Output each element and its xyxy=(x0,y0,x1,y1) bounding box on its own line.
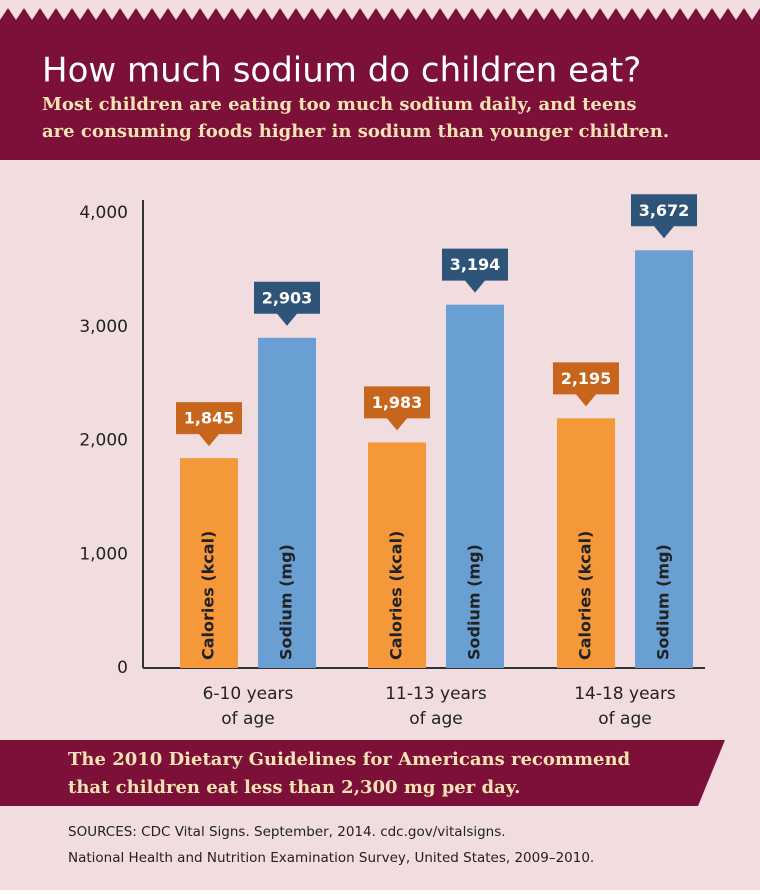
bar xyxy=(557,418,615,668)
note-band xyxy=(0,740,725,806)
y-tick-label: 3,000 xyxy=(79,317,128,337)
series-label: Calories (kcal) xyxy=(387,531,406,660)
bar xyxy=(635,250,693,668)
value-callout xyxy=(442,248,508,293)
value-callout xyxy=(176,402,242,447)
value-label: 3,672 xyxy=(639,201,690,220)
value-callout xyxy=(631,194,697,239)
value-callout xyxy=(553,362,619,407)
source: National Health and Nutrition Examinatio… xyxy=(68,850,594,866)
header-band xyxy=(0,8,760,160)
series-label: Sodium (mg) xyxy=(277,544,296,660)
bar xyxy=(258,337,316,668)
x-tick-label: 6-10 years xyxy=(203,684,294,704)
subtitle: Most children are eating too much sodium… xyxy=(42,94,637,115)
x-tick-label: of age xyxy=(598,709,651,729)
y-tick-label: 0 xyxy=(117,658,128,678)
y-tick-label: 1,000 xyxy=(79,544,128,564)
y-tick-label: 4,000 xyxy=(79,203,128,223)
note: The 2010 Dietary Guidelines for American… xyxy=(68,749,631,770)
chart-title: How much sodium do children eat? xyxy=(42,51,641,91)
value-label: 2,903 xyxy=(262,288,313,307)
x-tick-label: 14-18 years xyxy=(574,684,676,704)
series-label: Sodium (mg) xyxy=(465,544,484,660)
value-label: 1,983 xyxy=(372,393,423,412)
value-label: 2,195 xyxy=(561,369,612,388)
value-callout xyxy=(254,281,320,326)
x-tick-label: 11-13 years xyxy=(385,684,487,704)
subtitle: are consuming foods higher in sodium tha… xyxy=(42,121,669,142)
note: that children eat less than 2,300 mg per… xyxy=(68,777,520,798)
series-label: Calories (kcal) xyxy=(199,531,218,660)
source: SOURCES: CDC Vital Signs. September, 201… xyxy=(68,824,506,840)
series-label: Sodium (mg) xyxy=(654,544,673,660)
value-label: 3,194 xyxy=(450,255,501,274)
value-label: 1,845 xyxy=(184,409,235,428)
value-callout xyxy=(364,386,430,431)
x-tick-label: of age xyxy=(409,709,462,729)
series-label: Calories (kcal) xyxy=(576,531,595,660)
bar xyxy=(180,458,238,668)
bar xyxy=(446,304,504,668)
bar xyxy=(368,442,426,668)
x-tick-label: of age xyxy=(221,709,274,729)
y-tick-label: 2,000 xyxy=(79,431,128,451)
